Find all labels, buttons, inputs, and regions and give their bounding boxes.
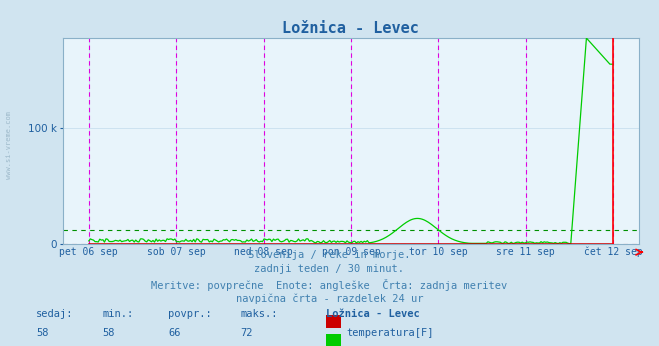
Text: 58: 58 — [36, 328, 49, 338]
Text: povpr.:: povpr.: — [168, 309, 212, 319]
Text: sedaj:: sedaj: — [36, 309, 74, 319]
Title: Ložnica - Levec: Ložnica - Levec — [283, 20, 419, 36]
Text: navpična črta - razdelek 24 ur: navpična črta - razdelek 24 ur — [236, 293, 423, 304]
Text: zadnji teden / 30 minut.: zadnji teden / 30 minut. — [254, 264, 405, 274]
Text: 58: 58 — [102, 328, 115, 338]
Text: Ložnica - Levec: Ložnica - Levec — [326, 309, 420, 319]
Text: min.:: min.: — [102, 309, 133, 319]
Text: www.si-vreme.com: www.si-vreme.com — [5, 111, 12, 179]
Text: 72: 72 — [241, 328, 253, 338]
Text: 66: 66 — [168, 328, 181, 338]
Text: Meritve: povprečne  Enote: angleške  Črta: zadnja meritev: Meritve: povprečne Enote: angleške Črta:… — [152, 279, 507, 291]
Text: maks.:: maks.: — [241, 309, 278, 319]
Text: Slovenija / reke in morje.: Slovenija / reke in morje. — [248, 250, 411, 260]
Text: temperatura[F]: temperatura[F] — [346, 328, 434, 338]
